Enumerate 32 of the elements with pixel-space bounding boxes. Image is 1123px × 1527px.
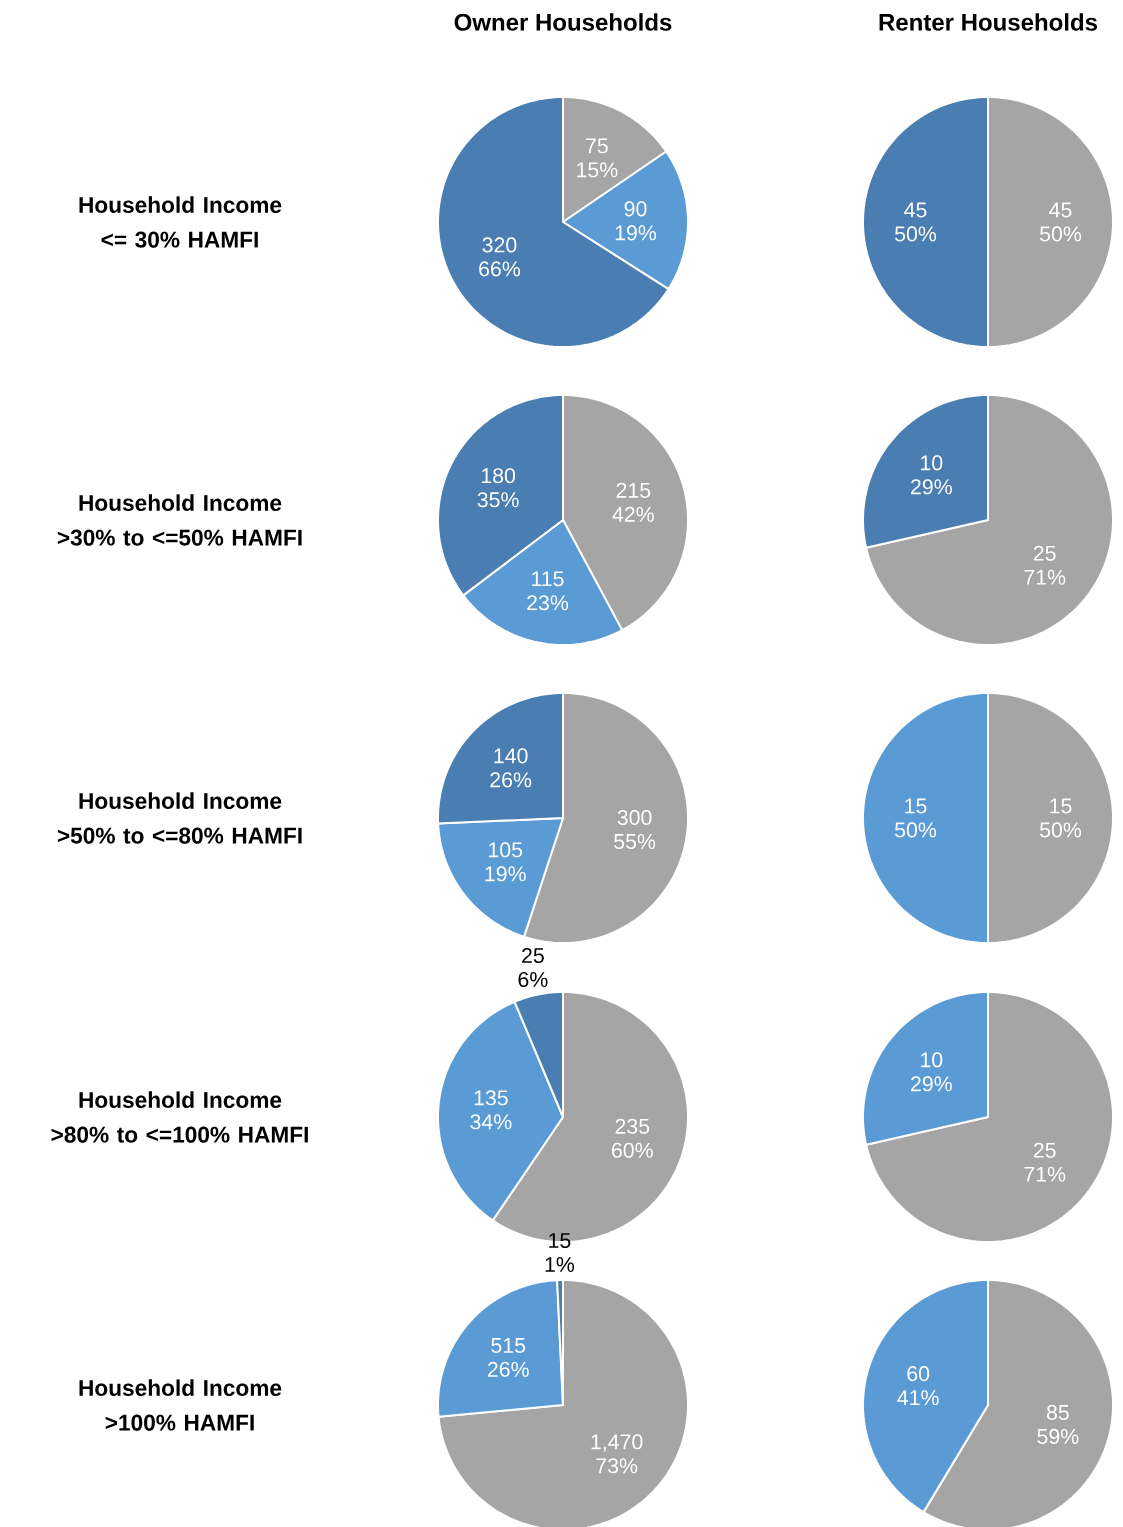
data-label: 235 60%	[612, 1118, 653, 1158]
data-label: 140 26%	[490, 748, 532, 788]
data-label: 300 55%	[614, 809, 656, 850]
data-label: 115 23%	[527, 571, 569, 611]
data-label: 180 35%	[477, 468, 519, 508]
data-label: 25 71%	[1024, 1142, 1066, 1182]
text: Household Income >80% to <=100% HAMFI	[51, 1091, 308, 1143]
data-label: 515 26%	[487, 1338, 529, 1377]
text: Household Income <= 30% HAMFI	[79, 196, 282, 248]
chart-title: Renter Households	[879, 13, 1098, 31]
data-label: 15 1%	[545, 1233, 575, 1272]
data-label: 215 42%	[612, 482, 654, 522]
data-label: 320 66%	[479, 237, 521, 277]
data-label: 85 59%	[1037, 1404, 1079, 1444]
data-label: 1,470 73%	[591, 1434, 643, 1474]
data-label: 15 50%	[895, 798, 937, 838]
data-label: 45 50%	[1040, 202, 1082, 242]
data-label: 25 6%	[518, 947, 548, 988]
chart-title: Owner Households	[454, 13, 672, 31]
data-label: 25 71%	[1024, 545, 1066, 585]
data-label: 105 19%	[485, 842, 526, 882]
data-label: 10 29%	[911, 455, 952, 495]
data-label: 15 50%	[1040, 798, 1082, 838]
text: Household Income >50% to <=80% HAMFI	[57, 792, 302, 844]
data-label: 135 34%	[470, 1090, 512, 1130]
data-label: 45 50%	[895, 202, 937, 242]
data-label: 10 29%	[911, 1052, 952, 1092]
data-label: 60 41%	[897, 1366, 939, 1406]
text: Household Income >30% to <=50% HAMFI	[57, 494, 302, 546]
data-label: 75 15%	[577, 138, 618, 178]
text: Household Income >100% HAMFI	[79, 1379, 282, 1431]
data-label: 90 19%	[615, 201, 657, 241]
